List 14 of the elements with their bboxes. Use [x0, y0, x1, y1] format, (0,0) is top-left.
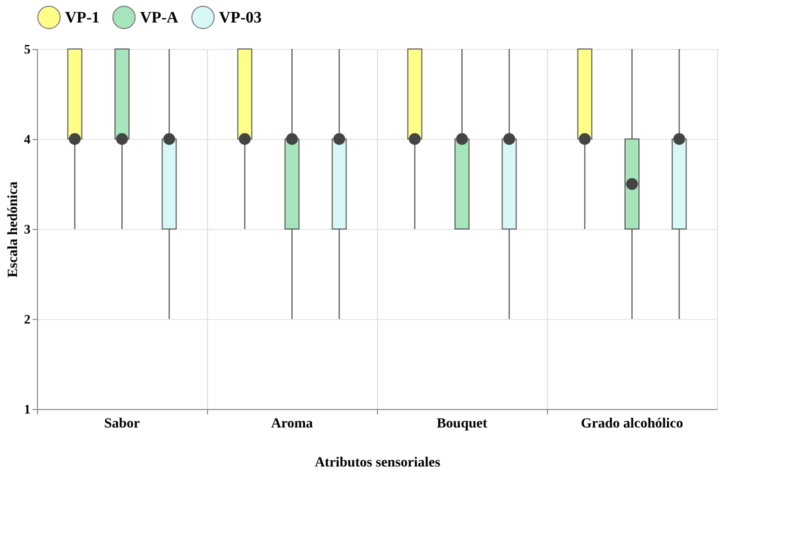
x-tick-label: Sabor [104, 416, 140, 432]
y-tick-label: 3 [24, 222, 31, 236]
x-tick-label: Bouquet [436, 416, 488, 432]
y-tick-label: 2 [24, 312, 30, 326]
x-axis-title: Atributos sensoriales [314, 456, 441, 470]
legend-label: VP-1 [65, 9, 100, 26]
y-axis-title: Escala hedónica [6, 181, 21, 278]
legend-label: VP-A [140, 9, 179, 26]
y-tick-label: 4 [24, 132, 31, 146]
x-tick-label: Aroma [271, 416, 313, 432]
x-tick-label: Grado alcohólico [580, 416, 684, 432]
y-tick-label: 5 [24, 42, 31, 56]
y-tick-label: 1 [24, 402, 30, 416]
legend-label: VP-03 [219, 9, 262, 26]
